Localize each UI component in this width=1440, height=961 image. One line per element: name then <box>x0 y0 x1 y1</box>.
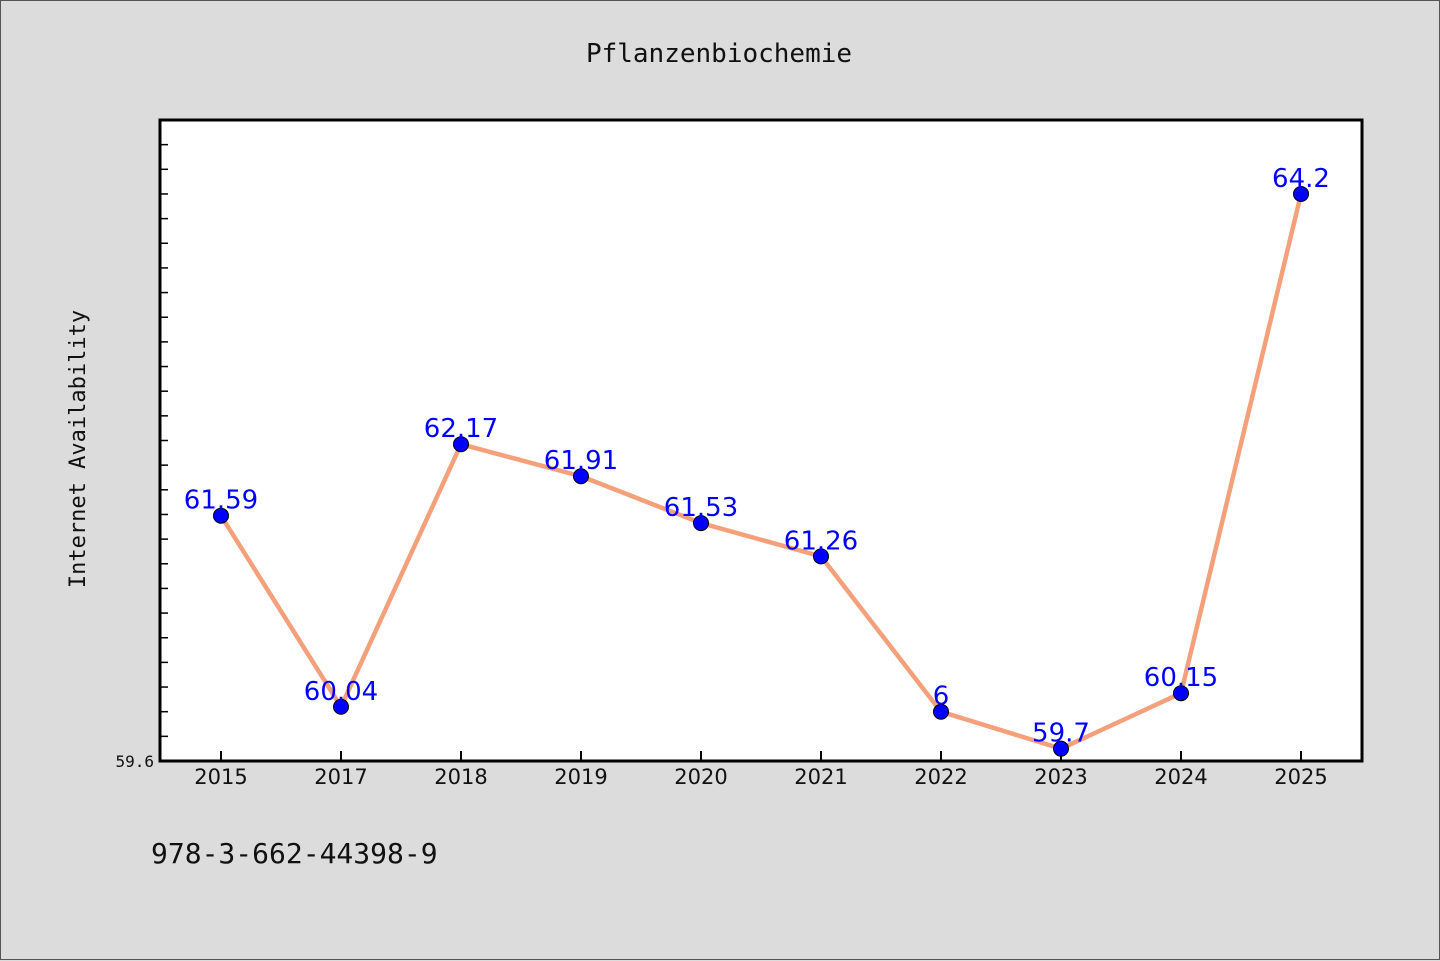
x-tick-label: 2017 <box>314 765 367 789</box>
data-label: 61.53 <box>664 493 738 523</box>
data-label: 61.26 <box>784 526 858 556</box>
chart-title: Pflanzenbiochemie <box>586 39 852 69</box>
data-label: 62.17 <box>424 414 498 444</box>
data-point <box>813 548 829 565</box>
x-tick-label: 2022 <box>914 765 967 789</box>
data-point <box>453 436 469 453</box>
x-tick-label: 2023 <box>1034 765 1087 789</box>
data-point <box>213 507 229 524</box>
data-point <box>933 703 949 720</box>
data-point <box>573 468 589 485</box>
x-tick-label: 2020 <box>674 765 727 789</box>
data-point <box>1173 685 1189 702</box>
x-axis-ticks: 2015 2017 2018 2019 2020 2021 2022 2023 2024 2025 <box>194 751 1328 789</box>
y-axis-label: Internet Availability <box>66 310 91 588</box>
x-tick-label: 2021 <box>794 765 847 789</box>
data-label: 60.04 <box>304 677 378 707</box>
x-tick-label: 2024 <box>1154 765 1207 789</box>
data-label: 64.2 <box>1272 164 1330 194</box>
x-tick-label: 2015 <box>194 765 247 789</box>
y-axis-ticks <box>160 119 168 762</box>
data-label: 61.59 <box>184 486 258 516</box>
data-point <box>1293 185 1309 202</box>
x-tick-label: 2025 <box>1274 765 1327 789</box>
plot-area <box>158 118 1364 763</box>
data-label: 60.15 <box>1144 663 1218 693</box>
series-0: 61.59 60.04 62.17 61.91 61.53 61.26 6 59.7 60.15… <box>184 164 1330 757</box>
data-label: 59.7 <box>1032 719 1090 749</box>
data-label: 61.91 <box>544 446 618 476</box>
data-label: 6 <box>933 682 950 712</box>
data-point <box>333 698 349 715</box>
y-axis-min-label: 59.6 <box>115 752 154 771</box>
series-line <box>219 193 1304 751</box>
footer-isbn: 978-3-662-44398-9 <box>151 837 438 870</box>
x-tick-label: 2018 <box>434 765 487 789</box>
data-point <box>693 515 709 532</box>
x-tick-label: 2019 <box>554 765 607 789</box>
data-point <box>1053 740 1069 757</box>
